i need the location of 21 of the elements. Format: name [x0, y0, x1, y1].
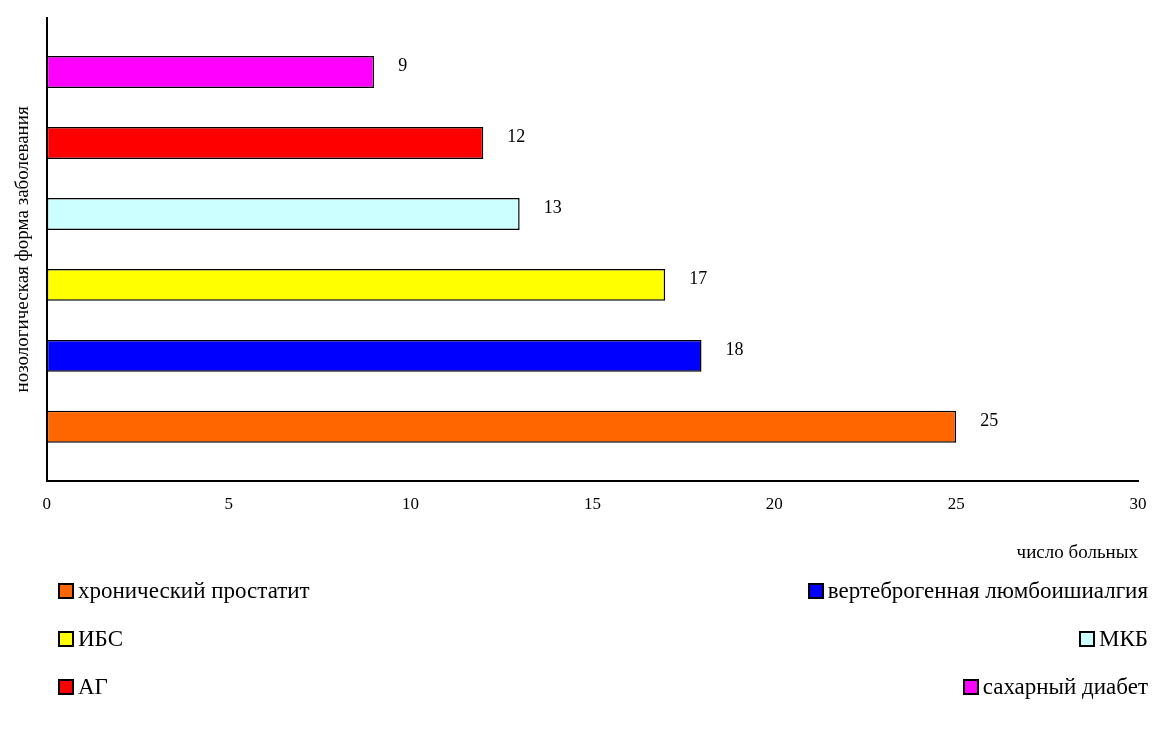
data-label: 18	[725, 338, 744, 359]
legend-label: ИБС	[78, 626, 124, 652]
legend-label: АГ	[78, 674, 108, 700]
x-tick-label: 30	[1129, 494, 1147, 514]
x-tick-label: 25	[947, 494, 965, 514]
x-tick-label: 10	[402, 494, 420, 514]
x-tick-label: 15	[583, 494, 601, 514]
data-label: 25	[980, 409, 999, 430]
data-label: 13	[543, 196, 562, 217]
data-label: 17	[689, 267, 708, 288]
x-tick-label: 0	[42, 494, 52, 514]
x-tick-label: 5	[224, 494, 233, 514]
data-label: 9	[398, 54, 408, 75]
x-tick-label: 20	[765, 494, 783, 514]
legend-label: хронический простатит	[78, 578, 310, 604]
data-label: 12	[507, 125, 526, 146]
x-axis-title: число больных	[1016, 540, 1139, 562]
y-axis-title: нозологическая форма заболевания	[11, 106, 33, 393]
legend-label: МКБ	[1099, 626, 1148, 652]
legend-label: сахарный диабет	[982, 674, 1148, 700]
legend-label: вертеброгенная люмбоишиалгия	[827, 578, 1148, 604]
